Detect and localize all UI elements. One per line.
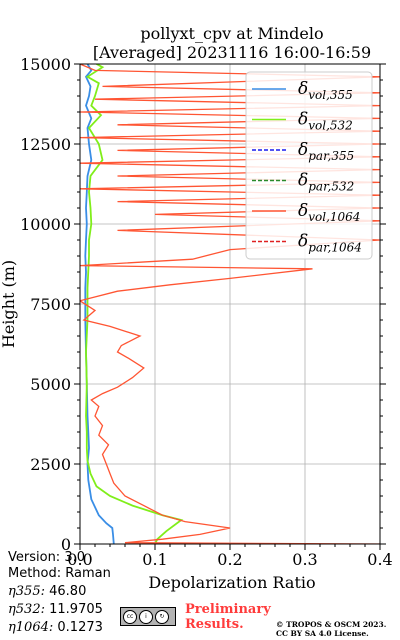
x-axis-label: Depolarization Ratio xyxy=(148,573,315,592)
y-tick-label: 10000 xyxy=(20,215,71,234)
eta1064-value: 0.1273 xyxy=(57,620,103,635)
preliminary-notice: Preliminary Results. xyxy=(185,602,271,632)
preliminary-line2: Results. xyxy=(185,617,244,632)
chart-legend: δvol,355 δvol,532 δpar,355 δpar,532 δvol,106… xyxy=(245,71,373,260)
legend-entry: δpar,1064 xyxy=(298,232,362,255)
chart-title-line2: [Averaged] 20231116 16:00-16:59 xyxy=(93,43,371,62)
copyright-line2: CC BY SA 4.0 License. xyxy=(276,629,369,638)
axis-ticks: 0.0 0.1 0.2 0.3 0.4 0 2500 5000 7500 10000 12500 15… xyxy=(20,55,393,569)
version-text: Version: 3.0 xyxy=(8,550,85,565)
legend-entry: δpar,532 xyxy=(298,171,354,194)
chart-title-line1: pollyxt_cpv at Mindelo xyxy=(140,24,323,43)
y-axis-label: Height (m) xyxy=(0,260,18,348)
by-circle-icon: i xyxy=(139,609,153,624)
copyright-notice: © TROPOS & OSCM 2023. CC BY SA 4.0 Licen… xyxy=(276,620,386,638)
copyright-line1: © TROPOS & OSCM 2023. xyxy=(276,620,387,629)
y-tick-label: 0 xyxy=(61,535,71,554)
x-tick-label: 0.0 xyxy=(67,550,92,569)
y-tick-label: 2500 xyxy=(30,455,71,474)
eta532-label: η532: xyxy=(8,602,45,617)
eta355-row: η355: 46.80 xyxy=(8,584,86,600)
eta1064-label: η1064: xyxy=(8,620,54,635)
y-tick-label: 7500 xyxy=(30,295,71,314)
series-line-vol-1064 xyxy=(80,64,380,544)
y-tick-label: 15000 xyxy=(20,55,71,74)
x-tick-label: 0.1 xyxy=(142,550,167,569)
sa-circle-icon: ↻ xyxy=(155,609,169,624)
series-line-vol-532 xyxy=(85,64,184,544)
series-line-vol-355 xyxy=(84,64,115,544)
legend-entry: δvol,1064 xyxy=(298,201,360,224)
series-lines xyxy=(80,64,380,544)
method-text: Method: Raman xyxy=(8,566,111,581)
cc-circle-icon: cc xyxy=(123,609,137,624)
y-tick-label: 5000 xyxy=(30,375,71,394)
eta355-label: η355: xyxy=(8,584,45,599)
x-tick-label: 0.2 xyxy=(217,550,242,569)
cc-by-sa-icon: cc i ↻ xyxy=(120,607,176,626)
eta532-value: 11.9705 xyxy=(49,602,103,617)
legend-entry: δvol,355 xyxy=(298,79,353,102)
x-tick-label: 0.3 xyxy=(292,550,317,569)
eta355-value: 46.80 xyxy=(49,584,87,599)
y-tick-label: 12500 xyxy=(20,135,71,154)
eta1064-row: η1064: 0.1273 xyxy=(8,620,103,636)
legend-entry: δpar,355 xyxy=(298,140,354,163)
x-tick-label: 0.4 xyxy=(367,550,392,569)
eta532-row: η532: 11.9705 xyxy=(8,602,103,618)
preliminary-line1: Preliminary xyxy=(185,602,271,617)
legend-entry: δvol,532 xyxy=(298,110,353,133)
